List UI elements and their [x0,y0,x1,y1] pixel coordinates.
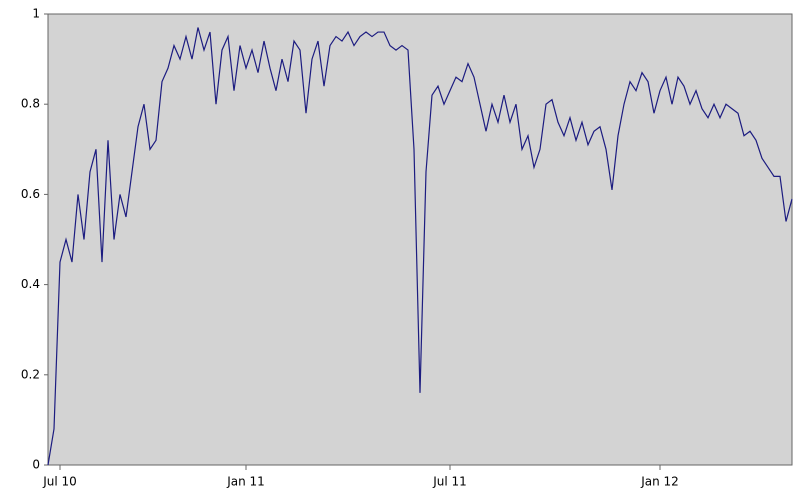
y-tick-label: 1 [32,7,40,21]
y-tick-label: 0.2 [21,367,40,381]
x-tick-label: Jul 11 [432,475,467,489]
y-tick-label: 0.6 [21,187,40,201]
y-tick-label: 0.4 [21,277,40,291]
x-tick-label: Jul 10 [42,475,77,489]
data-line [47,27,793,466]
x-tick-label: Jan 12 [640,475,679,489]
y-tick-label: 0 [32,458,40,472]
x-tick-label: Jan 11 [226,475,265,489]
y-tick-label: 0.8 [21,97,40,111]
